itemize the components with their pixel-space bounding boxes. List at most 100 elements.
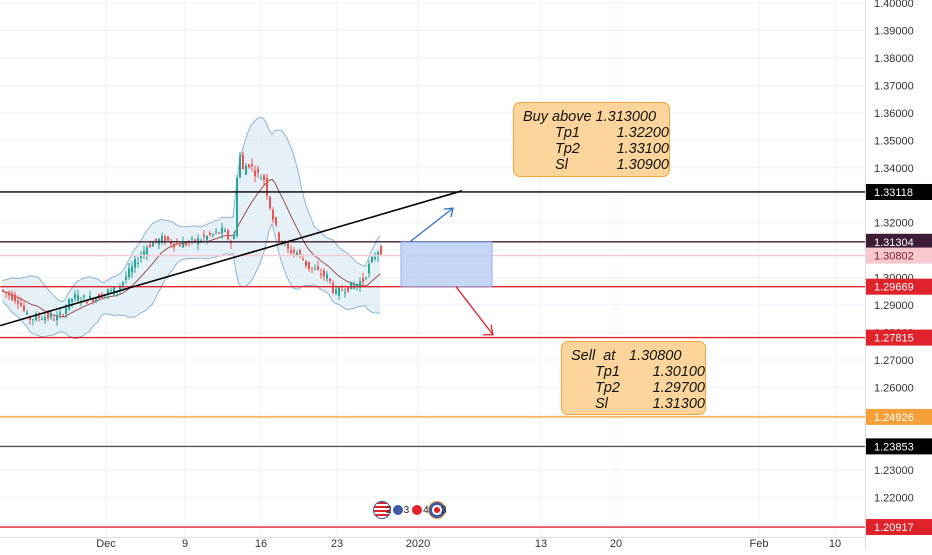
economic-events-uk[interactable]: 3 <box>428 500 448 520</box>
candle-body <box>296 253 298 256</box>
candle-body <box>287 243 289 249</box>
candle-body <box>71 299 73 302</box>
candle-body <box>329 278 331 281</box>
time-tick-label: 10 <box>829 538 841 550</box>
candle-body <box>347 287 349 292</box>
candle-body <box>5 292 7 293</box>
price-tick-label: 1.37000 <box>874 80 914 92</box>
candle-body <box>23 306 25 311</box>
candle-body <box>338 287 340 295</box>
candle-body <box>260 178 262 179</box>
candle-body <box>341 290 343 291</box>
candle-body <box>290 250 292 253</box>
candle-body <box>167 236 169 240</box>
candle-body <box>278 233 280 241</box>
candle-body <box>332 283 334 293</box>
candle-body <box>149 245 151 247</box>
us-event-count: 2 <box>386 505 392 516</box>
candle-body <box>251 164 253 166</box>
price-tick-label: 1.23000 <box>874 465 914 477</box>
us-event-dot-icon[interactable] <box>393 505 403 515</box>
note-key: Tp1 <box>571 364 653 380</box>
candle-body <box>269 197 271 209</box>
price-tick-label: 1.40000 <box>874 0 914 10</box>
time-tick-label: 20 <box>610 538 622 550</box>
candle-body <box>233 235 235 239</box>
price-tick-label: 1.26000 <box>874 382 914 394</box>
price-badge-label: 1.33118 <box>874 187 913 199</box>
time-tick-label: Feb <box>750 538 769 550</box>
candle-body <box>47 312 49 318</box>
candle-body <box>128 268 130 277</box>
candle-body <box>317 266 319 269</box>
note-value: 1.29700 <box>653 380 705 396</box>
candle-body <box>17 301 19 304</box>
candle-body <box>65 308 67 314</box>
candle-body <box>371 257 373 262</box>
candle-body <box>362 278 364 282</box>
candle-body <box>224 230 226 231</box>
candle-body <box>56 316 58 320</box>
candle-body <box>113 287 115 295</box>
candle-body <box>308 262 310 269</box>
candle-body <box>248 165 250 168</box>
down-arrow-line <box>456 287 493 335</box>
candle-body <box>26 313 28 314</box>
candle-body <box>344 292 346 293</box>
price-badge-label: 1.31304 <box>874 237 914 249</box>
note-value: 1.30800 <box>629 348 681 364</box>
price-tick-label: 1.39000 <box>874 25 914 37</box>
us-event-dot-icon[interactable] <box>412 505 422 515</box>
candle-body <box>32 319 34 320</box>
candle-body <box>302 259 304 260</box>
us-event-count: 3 <box>404 505 410 516</box>
candle-body <box>263 176 265 180</box>
time-tick-label: 2020 <box>406 538 430 550</box>
price-axis[interactable]: 1.400001.390001.380001.370001.360001.350… <box>866 0 932 550</box>
price-badge-label: 1.23853 <box>874 441 914 453</box>
price-tick-label: 1.32000 <box>874 218 914 230</box>
candle-body <box>245 166 247 175</box>
candle-body <box>8 292 10 295</box>
price-tick-label: 1.29000 <box>874 300 914 312</box>
candle-body <box>365 278 367 279</box>
note-key: Sell at <box>571 348 629 364</box>
price-tick-label: 1.36000 <box>874 108 914 120</box>
candle-body <box>14 295 16 301</box>
candle-body <box>137 263 139 264</box>
candle-body <box>314 269 316 270</box>
projection-box <box>401 242 492 287</box>
candle-body <box>143 251 145 255</box>
candle-body <box>350 282 352 289</box>
candle-body <box>206 236 208 240</box>
price-tick-label: 1.27000 <box>874 355 914 367</box>
candle-body <box>191 238 193 239</box>
note-key: Tp2 <box>523 141 617 157</box>
candle-body <box>68 299 70 309</box>
candle-body <box>44 317 46 320</box>
candle-body <box>182 242 184 248</box>
price-badge-label: 1.30802 <box>874 251 914 263</box>
candle-body <box>218 233 220 234</box>
candle-body <box>41 319 43 320</box>
candle-body <box>293 250 295 252</box>
price-badge-label: 1.29669 <box>874 282 914 294</box>
note-value: 1.31300 <box>653 396 705 412</box>
price-badge-label: 1.20917 <box>874 522 914 534</box>
candle-body <box>209 233 211 235</box>
candle-body <box>254 171 256 177</box>
candle-body <box>368 264 370 273</box>
time-tick-label: 16 <box>255 538 267 550</box>
